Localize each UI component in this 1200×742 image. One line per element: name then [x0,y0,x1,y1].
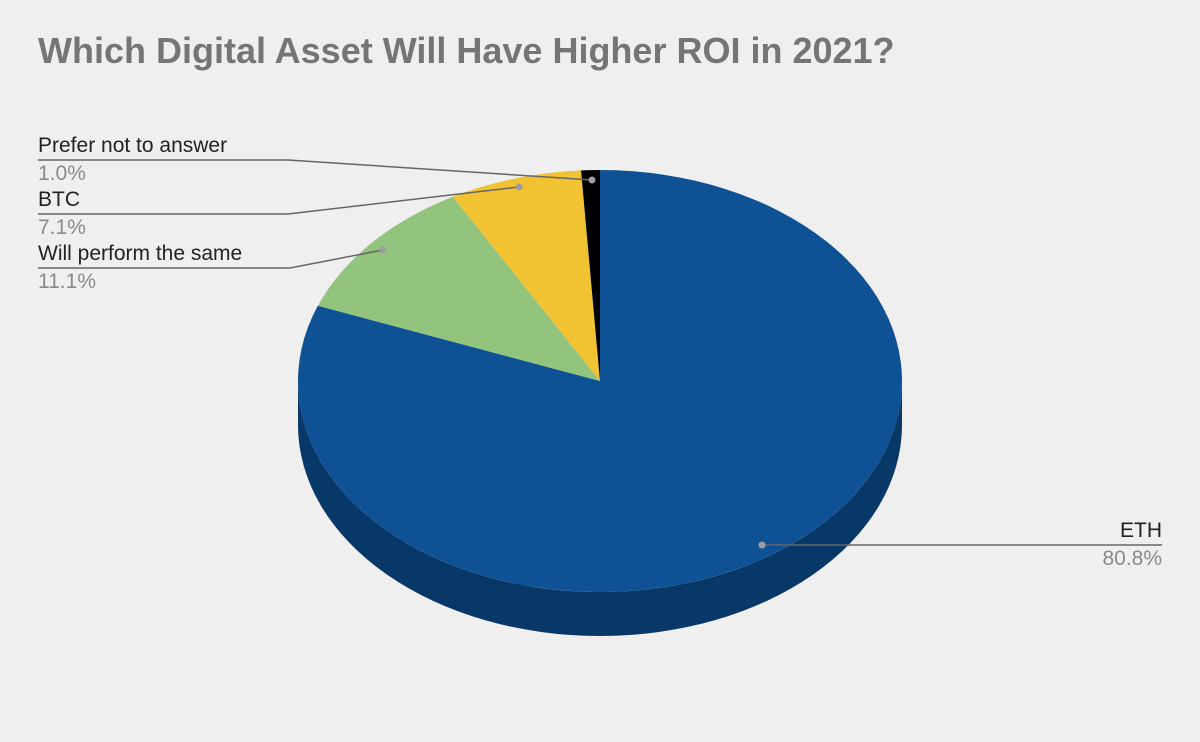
pie-labels-layer: ETH 80.8% Will perform the same 11.1% BTC 7.1… [38,134,1162,570]
slice-label-eth: ETH [1120,519,1162,542]
leader-dot-prefer-not-to-answer [588,176,596,184]
slice-percent-will-perform-the-same: 11.1% [38,270,96,293]
slice-percent-eth: 80.8% [1102,547,1162,570]
slice-label-prefer-not-to-answer: Prefer not to answer [38,134,227,157]
pie-side-layer [298,381,902,636]
leader-dot-will-perform-the-same [379,246,387,254]
pie-slice-eth [298,170,903,593]
pie-slice-btc [452,170,600,381]
leader-line-prefer-not-to-answer [38,159,593,181]
slice-percent-btc: 7.1% [38,216,86,239]
slice-label-will-perform-the-same: Will perform the same [38,242,242,265]
leader-line-will-perform-the-same [38,249,384,269]
pie-slice-prefer-not-to-answer [581,170,600,381]
slice-label-btc: BTC [38,188,80,211]
slice-percent-prefer-not-to-answer: 1.0% [38,162,86,185]
pie-slices-layer [298,170,903,593]
chart-title: Which Digital Asset Will Have Higher ROI… [38,30,895,71]
leader-line-btc [38,186,520,215]
pie-side-eth [298,381,902,636]
pie-slice-will-perform-the-same [317,196,600,381]
leader-dot-eth [758,541,766,549]
leader-dot-btc [515,183,523,191]
